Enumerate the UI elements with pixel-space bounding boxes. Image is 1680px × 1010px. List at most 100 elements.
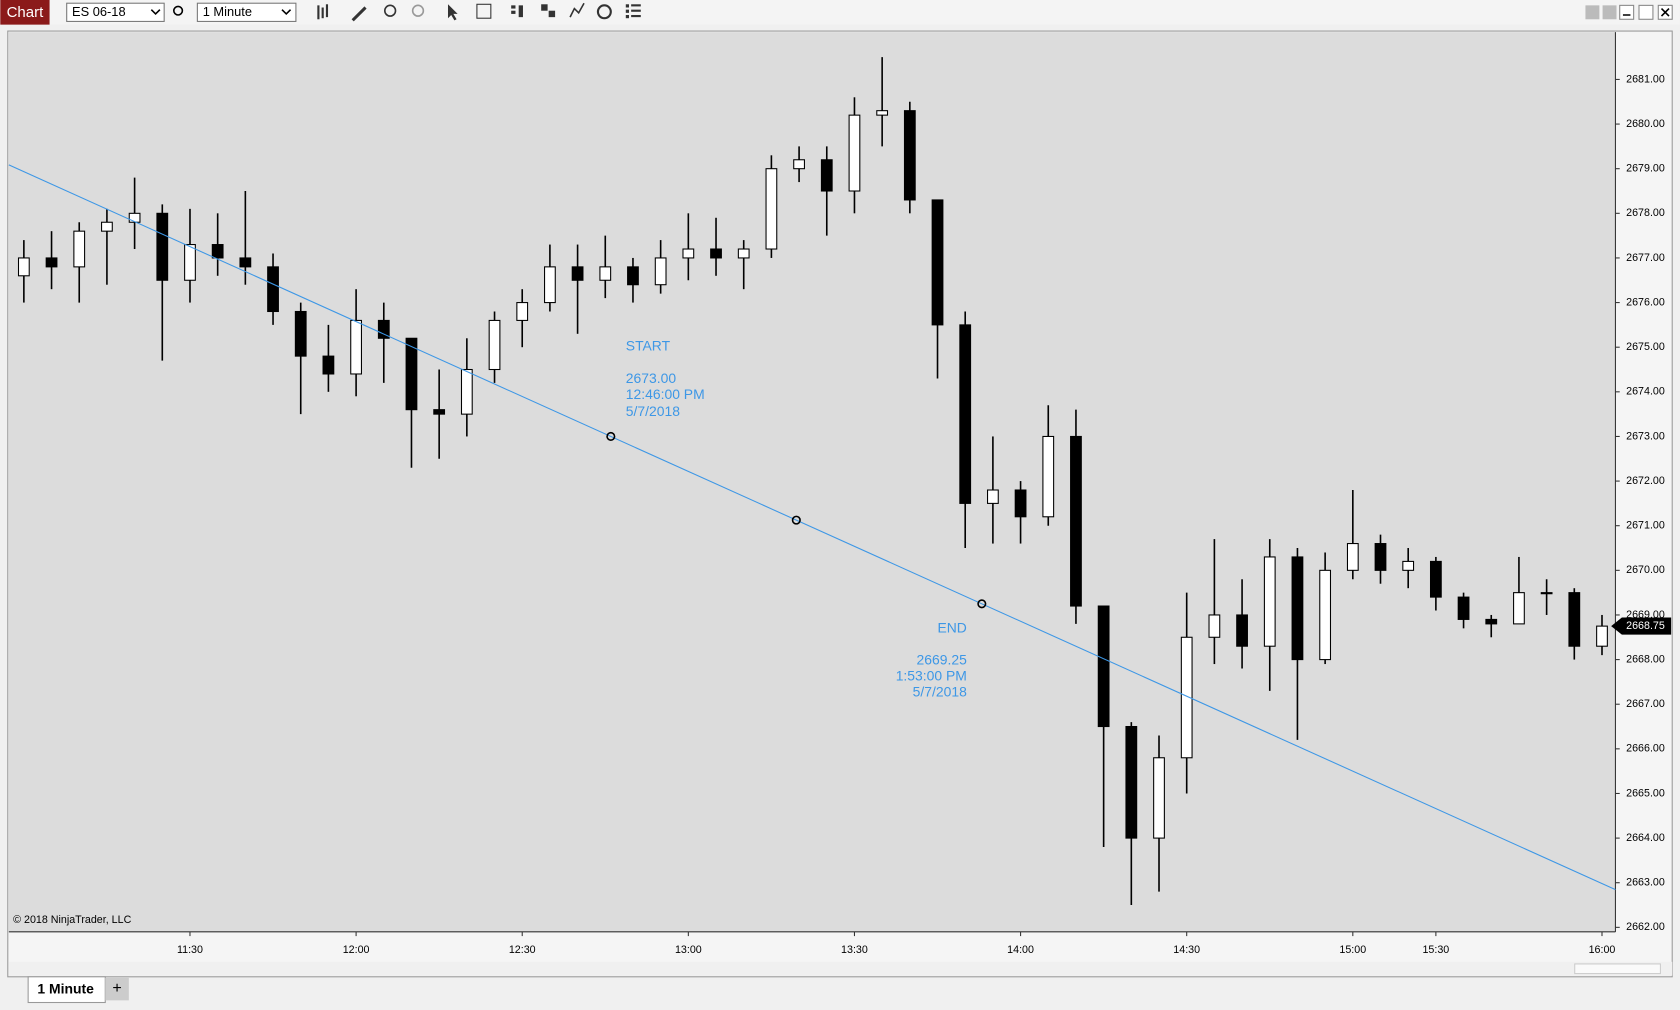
interval-select[interactable]: [196, 2, 297, 22]
x-tick-label: 11:30: [177, 944, 203, 956]
scrollbar[interactable]: [8, 961, 1673, 976]
candle-body: [405, 337, 418, 411]
candle-body: [73, 230, 86, 268]
start-annotation: 5/7/2018: [626, 403, 680, 419]
candle-body: [350, 319, 362, 375]
candle-body: [1319, 569, 1332, 661]
candle-body: [1457, 596, 1470, 620]
window-buttons[interactable]: [1585, 4, 1673, 20]
candle-body: [1042, 435, 1055, 518]
start-annotation: 2673.00: [626, 370, 677, 386]
x-tick-label: 14:00: [1007, 944, 1034, 956]
candle-body: [1540, 592, 1553, 595]
candle-body: [17, 257, 30, 277]
candle-body: [516, 302, 529, 321]
y-tick-label: 2677.00: [1626, 252, 1665, 264]
y-tick-label: 2667.00: [1626, 698, 1665, 710]
y-tick-label: 2671.00: [1626, 520, 1665, 532]
candle-body: [1568, 592, 1581, 647]
bottom-tab[interactable]: [27, 976, 106, 1004]
candle-body: [654, 257, 667, 286]
candle-body: [765, 168, 778, 250]
candle-body: [1291, 556, 1304, 661]
add-tab[interactable]: [105, 977, 129, 1001]
candle-body: [1014, 489, 1027, 518]
end-annotation: 5/7/2018: [913, 684, 967, 700]
candle-body: [488, 319, 501, 371]
anchor-end: [977, 599, 987, 609]
candle-body: [156, 212, 169, 281]
y-tick-label: 2666.00: [1626, 743, 1665, 755]
candle-body: [1097, 605, 1110, 728]
candle-body: [876, 110, 889, 116]
interval-label: 1 Minute: [203, 4, 252, 19]
y-tick-label: 2670.00: [1626, 564, 1665, 576]
candle-body: [1153, 757, 1165, 839]
y-tick-label: 2672.00: [1626, 475, 1665, 487]
candle-body: [682, 248, 695, 259]
y-tick-label: 2675.00: [1626, 341, 1665, 353]
candle-body: [1070, 435, 1082, 607]
candle-body: [128, 212, 141, 223]
y-tick-label: 2663.00: [1626, 877, 1665, 889]
y-tick-label: 2665.00: [1626, 787, 1665, 799]
candle-body: [1346, 543, 1359, 571]
candle-body: [239, 257, 252, 268]
candle-body: [322, 355, 335, 375]
x-tick-label: 16:00: [1589, 944, 1616, 956]
plot-area: [8, 32, 1616, 932]
trend-line: [8, 164, 1616, 891]
window-tab[interactable]: [0, 0, 50, 25]
y-tick-label: 2678.00: [1626, 207, 1665, 219]
start-annotation: START: [626, 338, 671, 354]
y-tick-label: 2668.00: [1626, 653, 1665, 665]
candle-body: [1513, 592, 1525, 625]
candle-body: [599, 266, 612, 281]
candle-body: [101, 221, 113, 232]
candle-body: [460, 368, 473, 415]
instrument-label: ES 06-18: [72, 4, 126, 19]
copyright: © 2018 NinjaTrader, LLC: [13, 914, 131, 926]
x-tick-label: 13:30: [841, 944, 868, 956]
candle-body: [1263, 556, 1276, 647]
y-tick-label: 2679.00: [1626, 163, 1665, 175]
last-price-box: [1611, 617, 1672, 635]
y-tick-label: 2676.00: [1626, 296, 1665, 308]
end-annotation: 2669.25: [917, 652, 968, 668]
candle-body: [820, 159, 833, 192]
candle-body: [1208, 614, 1221, 638]
candle-body: [211, 244, 224, 259]
candle-body: [1402, 560, 1415, 571]
toolbar-icons[interactable]: [317, 2, 641, 22]
candle-body: [45, 257, 58, 268]
candle-body: [1374, 543, 1387, 571]
scroll-thumb[interactable]: [1574, 963, 1661, 975]
candle-body: [294, 310, 307, 357]
add-tab-label: +: [112, 979, 121, 997]
candle-body: [1429, 560, 1442, 598]
y-tick-label: 2680.00: [1626, 118, 1665, 130]
candle-body: [903, 110, 916, 201]
x-tick-label: 15:30: [1422, 944, 1449, 956]
candle-body: [544, 266, 556, 304]
x-tick-label: 14:30: [1173, 944, 1200, 956]
window-tab-label: Chart: [7, 4, 44, 21]
search-icon[interactable]: [173, 5, 184, 16]
candle-body: [931, 199, 944, 326]
x-tick-label: 15:00: [1339, 944, 1366, 956]
candle-body: [627, 266, 639, 286]
end-annotation: END: [937, 619, 966, 635]
bottom-tab-label: 1 Minute: [37, 980, 94, 996]
dropdown-arrow: [281, 9, 292, 16]
candle-body: [184, 244, 196, 281]
y-tick-label: 2673.00: [1626, 430, 1665, 442]
candle-body: [377, 319, 390, 339]
dropdown-arrow: [150, 9, 161, 16]
candle-body: [793, 159, 805, 170]
y-tick-label: 2681.00: [1626, 73, 1665, 85]
candle-body: [848, 114, 861, 192]
anchor-middle: [791, 515, 801, 525]
candle-body: [1485, 618, 1498, 625]
instrument-select[interactable]: [66, 2, 165, 22]
